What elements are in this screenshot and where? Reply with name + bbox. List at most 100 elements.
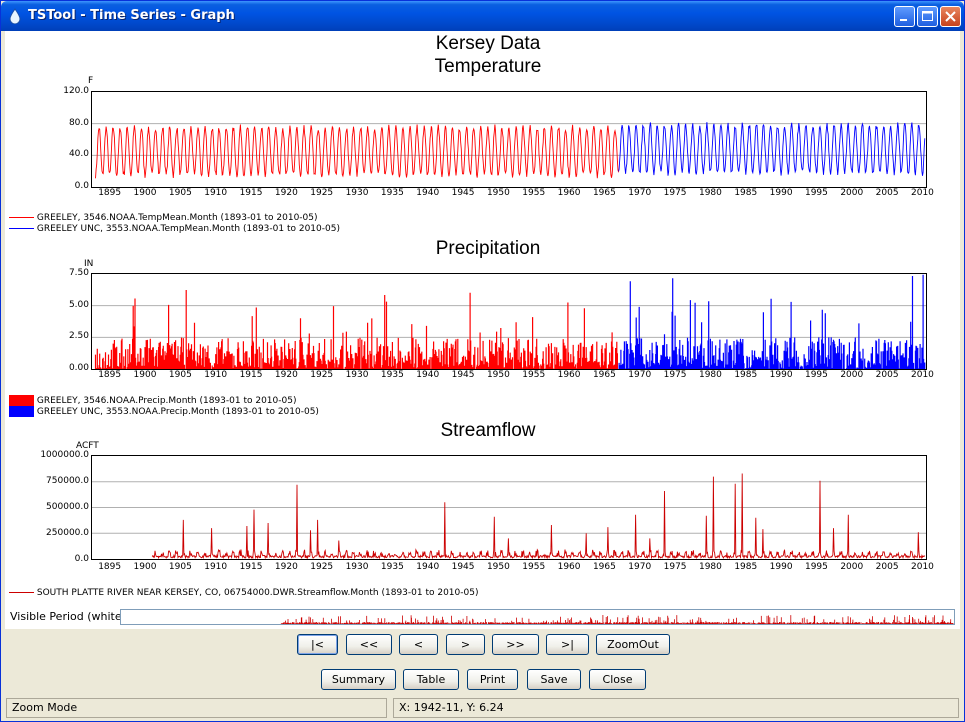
temperature-series-line [618, 122, 926, 176]
temperature-series-line [95, 124, 620, 179]
legend-swatch-red [9, 592, 34, 593]
x-tick-label: 1915 [239, 562, 263, 572]
last-page-button[interactable]: >| [546, 634, 589, 655]
visible-period-overview[interactable] [120, 609, 955, 625]
overview-series-svg [280, 615, 954, 624]
table-button[interactable]: Table [403, 669, 459, 690]
legend-swatch-blue [9, 406, 34, 417]
x-tick-label: 1930 [345, 370, 369, 380]
close-icon [945, 11, 956, 22]
close-button[interactable]: Close [589, 669, 646, 690]
x-tick-label: 1910 [204, 562, 228, 572]
x-tick-label: 1975 [663, 188, 687, 198]
x-tick-label: 1895 [98, 562, 122, 572]
first-page-button[interactable]: |< [297, 634, 338, 655]
streamflow-series-svg [92, 473, 926, 559]
y-tick: 500000.0 [46, 502, 89, 512]
precipitation-series-bars [94, 290, 620, 369]
y-tick: 250000.0 [46, 528, 89, 538]
legend-label: SOUTH PLATTE RIVER NEAR KERSEY, CO, 0675… [36, 588, 479, 598]
x-tick-label: 1920 [274, 562, 298, 572]
x-tick-label: 2010 [911, 562, 934, 572]
x-tick-label: 1955 [522, 188, 546, 198]
title-bar[interactable]: TSTool - Time Series - Graph [1, 1, 964, 31]
y-tick: 1000000.0 [40, 450, 89, 460]
streamflow-plot[interactable] [91, 455, 927, 560]
x-tick-label: 1955 [522, 370, 546, 380]
x-tick-label: 1925 [310, 370, 334, 380]
y-tick: 0.00 [68, 363, 89, 373]
step-back-button[interactable]: < [399, 634, 438, 655]
y-tick: 0.0 [74, 181, 89, 191]
x-tick-label: 1905 [168, 370, 192, 380]
x-tick-label: 1940 [416, 370, 440, 380]
step-forward-button[interactable]: > [446, 634, 485, 655]
legend-label: GREELEY, 3546.NOAA.Precip.Month (1893-01… [36, 396, 297, 406]
graph-canvas[interactable]: Kersey Data Temperature F 120.0 80.0 40.… [5, 31, 960, 629]
x-tick-label: 1900 [133, 562, 157, 572]
legend-item: GREELEY UNC, 3553.NOAA.Precip.Month (189… [9, 406, 319, 417]
legend-item: SOUTH PLATTE RIVER NEAR KERSEY, CO, 0675… [9, 588, 478, 598]
minimize-button[interactable] [894, 6, 915, 27]
x-tick-label: 1900 [133, 370, 157, 380]
legend-swatch-blue [9, 228, 34, 229]
x-tick-label: 1960 [557, 188, 581, 198]
temperature-title: Temperature [434, 56, 542, 77]
page-forward-button[interactable]: >> [492, 634, 539, 655]
precip-y-unit: IN [84, 259, 94, 269]
y-tick: 2.50 [68, 331, 89, 341]
x-tick-label: 2000 [840, 562, 864, 572]
graph-main-title: Kersey Data [435, 33, 541, 54]
summary-button[interactable]: Summary [321, 669, 396, 690]
x-tick-label: 1990 [769, 562, 793, 572]
x-tick-label: 1965 [592, 562, 616, 572]
close-window-button[interactable] [940, 6, 961, 27]
x-tick-label: 1905 [168, 188, 192, 198]
streamflow-y-unit: ACFT [76, 441, 99, 451]
precipitation-series-bars [618, 274, 926, 369]
y-tick: 750000.0 [46, 476, 89, 486]
legend-label: GREELEY, 3546.NOAA.TempMean.Month (1893-… [36, 213, 318, 223]
x-tick-label: 1925 [310, 562, 334, 572]
x-tick-label: 1950 [486, 562, 510, 572]
x-tick-label: 1945 [451, 188, 475, 198]
maximize-button[interactable] [917, 6, 938, 27]
y-tick: 7.50 [68, 268, 89, 278]
x-tick-label: 1915 [239, 188, 263, 198]
x-tick-label: 1995 [804, 188, 828, 198]
legend-swatch-red [9, 217, 34, 218]
y-tick: 0.0 [74, 554, 89, 564]
save-button[interactable]: Save [527, 669, 581, 690]
zoom-out-button[interactable]: ZoomOut [596, 634, 670, 655]
maximize-icon [922, 11, 933, 21]
y-tick: 40.0 [68, 149, 89, 159]
minimize-icon [900, 19, 907, 21]
streamflow-series-line [151, 473, 926, 559]
precipitation-plot[interactable] [91, 273, 927, 370]
print-button[interactable]: Print [467, 669, 518, 690]
x-tick-label: 1920 [274, 188, 298, 198]
x-tick-label: 1935 [380, 562, 404, 572]
x-tick-label: 1970 [628, 562, 652, 572]
precipitation-title: Precipitation [435, 238, 541, 259]
x-tick-label: 1935 [380, 188, 404, 198]
x-tick-label: 1975 [663, 562, 687, 572]
x-tick-label: 1965 [592, 188, 616, 198]
temperature-plot[interactable] [91, 91, 927, 188]
legend-label: GREELEY UNC, 3553.NOAA.Precip.Month (189… [36, 407, 319, 417]
x-tick-label: 1990 [769, 370, 793, 380]
x-tick-label: 1980 [698, 188, 722, 198]
x-tick-label: 1915 [239, 370, 263, 380]
y-tick: 120.0 [63, 86, 89, 96]
x-tick-label: 1980 [698, 370, 722, 380]
x-tick-label: 1960 [557, 370, 581, 380]
page-back-button[interactable]: << [346, 634, 392, 655]
precipitation-series-svg [92, 274, 926, 369]
x-tick-label: 1930 [345, 562, 369, 572]
x-tick-label: 1940 [416, 562, 440, 572]
x-tick-label: 1925 [310, 188, 334, 198]
overview-series-line [280, 615, 954, 624]
x-tick-label: 1935 [380, 370, 404, 380]
x-tick-label: 1985 [734, 562, 758, 572]
